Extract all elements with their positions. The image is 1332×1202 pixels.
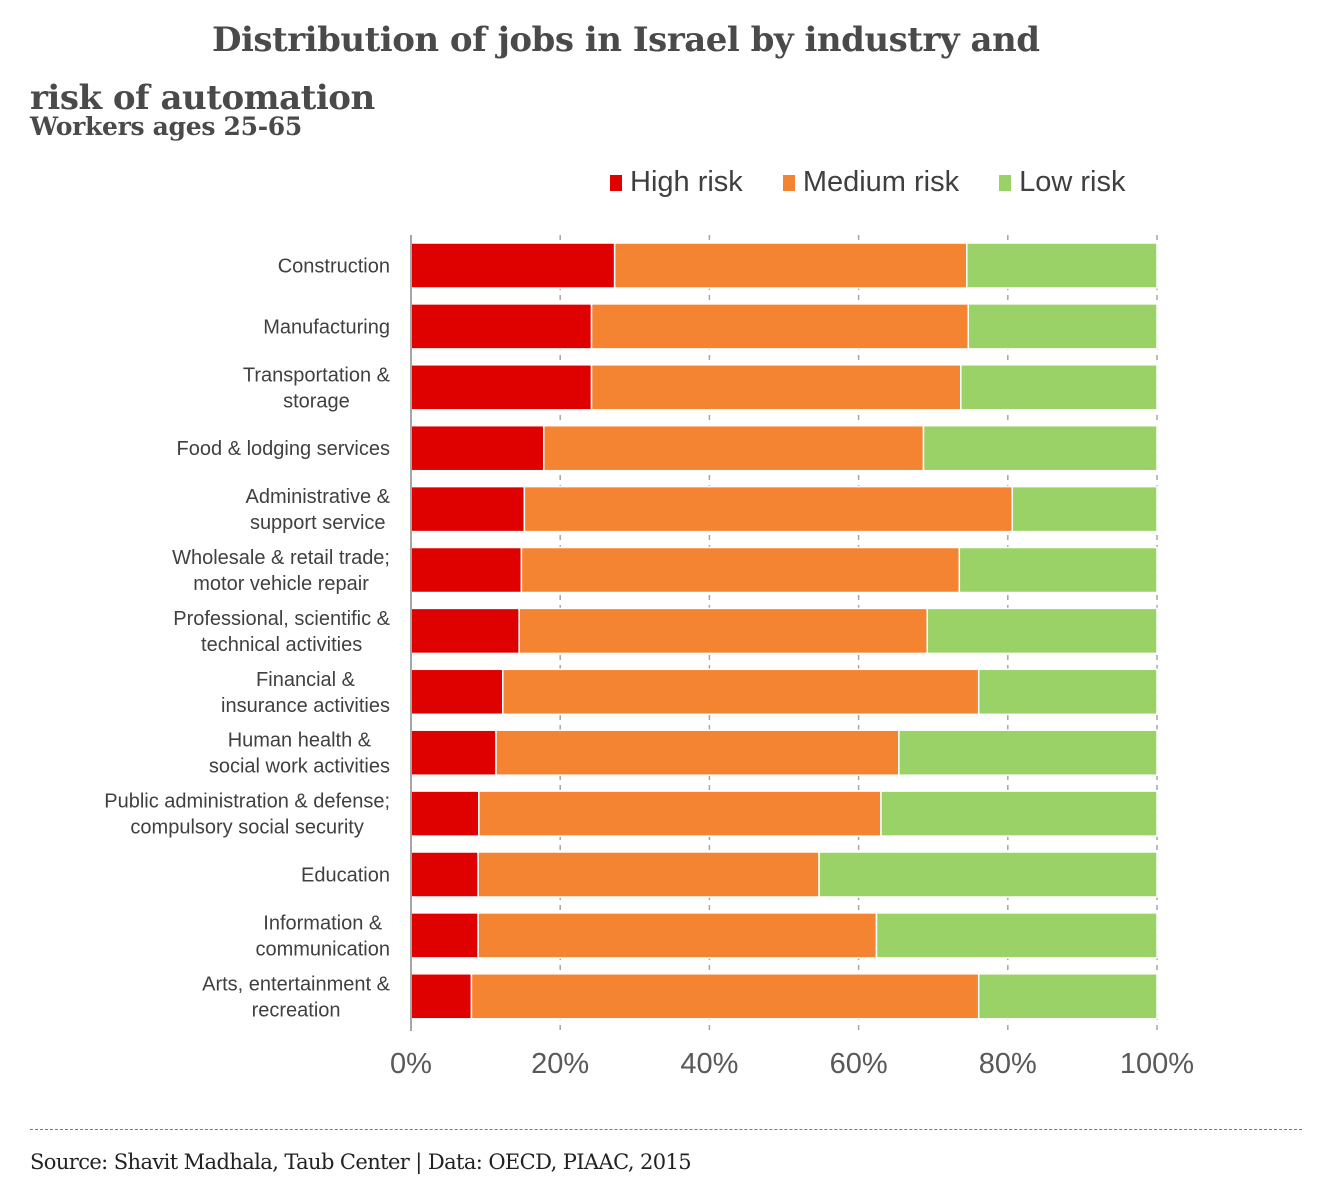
bar-low-risk: [1011, 485, 1158, 533]
bar-high-risk: [410, 242, 616, 289]
bar-low-risk: [898, 729, 1158, 776]
bar-low-risk: [977, 668, 1158, 716]
x-tick-label: 20%: [531, 1048, 589, 1080]
legend-item-low-risk: Low risk: [999, 166, 1125, 199]
category-label: Human health & social work activities: [209, 730, 390, 778]
bar-low-risk: [967, 303, 1158, 350]
bar-high-risk: [410, 364, 593, 411]
bar-low-risk: [966, 242, 1158, 289]
bar-medium-risk: [523, 485, 1014, 533]
bar-low-risk: [958, 546, 1158, 594]
bar-low-risk: [880, 790, 1158, 837]
legend-swatch-low-risk: [999, 174, 1012, 191]
bar-medium-risk: [477, 912, 878, 959]
category-label: Wholesale & retail trade; motor vehicle r…: [172, 547, 390, 595]
bar-high-risk: [410, 607, 520, 655]
chart-title-line-2: risk of automation: [30, 78, 375, 118]
bar-medium-risk: [470, 973, 980, 1020]
bar-medium-risk: [495, 729, 900, 776]
category-label: Arts, entertainment & recreation: [202, 973, 391, 1021]
legend-label-medium-risk: Medium risk: [802, 166, 960, 198]
bar-medium-risk: [543, 424, 925, 472]
x-tick-label: 100%: [1120, 1048, 1194, 1080]
bar-high-risk: [410, 546, 523, 594]
bar-medium-risk: [613, 242, 968, 289]
category-labels: Construction Manufacturing Transportation …: [104, 256, 390, 1022]
x-tick-labels: 0% 20% 40% 60% 80% 100%: [390, 1048, 1194, 1080]
legend-swatch-high-risk: [610, 174, 622, 191]
chart-plot-area: Construction Manufacturing Transportation …: [104, 235, 1194, 1080]
category-label: Financial & insurance activities: [221, 669, 390, 717]
chart-subtitle: Workers ages 25-65: [30, 112, 302, 141]
bar-high-risk: [410, 303, 593, 350]
bar-medium-risk: [590, 303, 970, 350]
bar-medium-risk: [477, 851, 820, 898]
legend: High risk Medium risk Low risk: [610, 166, 1165, 199]
bar-low-risk: [926, 607, 1158, 655]
bar-high-risk: [410, 973, 473, 1020]
legend-swatch-medium-risk: [782, 174, 795, 191]
bar-medium-risk: [590, 364, 962, 411]
bar-high-risk: [410, 424, 545, 472]
bar-high-risk: [410, 851, 479, 898]
x-tick-label: 0%: [390, 1048, 432, 1080]
category-label: Construction: [278, 256, 390, 278]
bar-low-risk: [818, 851, 1158, 898]
bar-low-risk: [960, 364, 1158, 411]
bar-high-risk: [410, 912, 479, 959]
category-label: Professional, scientific & technical acti…: [173, 608, 390, 656]
bar-high-risk: [410, 668, 504, 716]
category-label: Food & lodging services: [177, 438, 390, 460]
bar-medium-risk: [478, 790, 882, 837]
legend-item-medium-risk: Medium risk: [782, 166, 960, 199]
category-label: Administrative & support service: [246, 486, 391, 534]
bars: [410, 242, 1158, 1020]
category-label: Transportation & storage: [243, 364, 391, 412]
x-tick-label: 40%: [680, 1048, 738, 1080]
legend-item-high-risk: High risk: [610, 166, 743, 199]
bar-medium-risk: [502, 668, 980, 716]
bar-low-risk: [875, 912, 1158, 959]
footer-divider: [30, 1129, 1302, 1130]
bar-high-risk: [410, 485, 526, 533]
bar-high-risk: [410, 790, 480, 837]
bar-low-risk: [977, 973, 1158, 1020]
chart-title-line-1: Distribution of jobs in Israel by indust…: [212, 20, 1040, 60]
source-note: Source: Shavit Madhala, Taub Center | Da…: [30, 1150, 692, 1174]
bar-high-risk: [410, 729, 497, 776]
x-tick-label: 60%: [830, 1048, 888, 1080]
category-label: Public administration & defense; compulso…: [104, 791, 390, 839]
legend-label-low-risk: Low risk: [1019, 166, 1126, 198]
bar-low-risk: [922, 424, 1158, 472]
chart-title: Distribution of jobs in Israel by indust…: [30, 8, 1130, 130]
category-label: Education: [301, 865, 390, 887]
bar-medium-risk: [520, 546, 961, 594]
bar-medium-risk: [518, 607, 928, 655]
category-label: Manufacturing: [263, 316, 390, 338]
x-tick-label: 80%: [979, 1048, 1037, 1080]
legend-label-high-risk: High risk: [630, 166, 743, 198]
category-label: Information & communication: [255, 912, 390, 960]
